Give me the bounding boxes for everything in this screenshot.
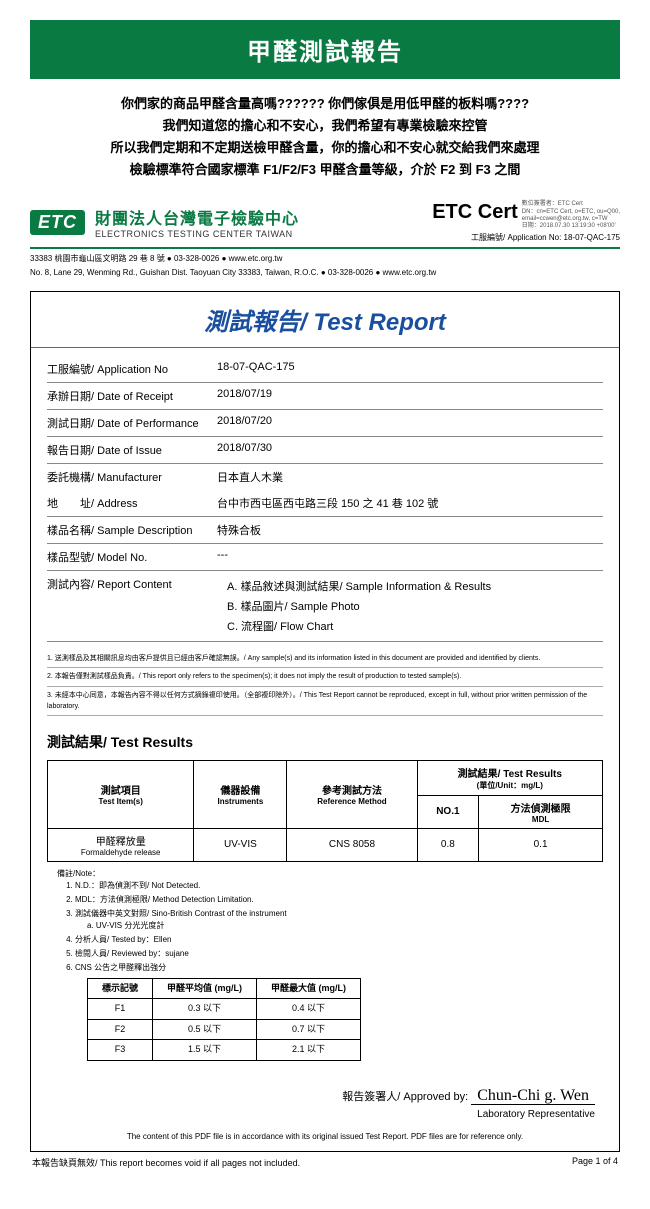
- meta-val: 台中市西屯區西屯路三段 150 之 41 巷 102 號: [217, 495, 603, 511]
- std-td: 0.4 以下: [257, 999, 361, 1020]
- std-th: 甲醛平均值 (mg/L): [153, 978, 257, 999]
- rc-item: A. 樣品敘述與測試結果/ Sample Information & Resul…: [227, 576, 603, 596]
- std-th: 標示記號: [88, 978, 153, 999]
- meta-key: 測試內容/ Report Content: [47, 576, 217, 636]
- footer-left: 本報告缺頁無效/ This report becomes void if all…: [32, 1156, 300, 1169]
- footer-right: Page 1 of 4: [572, 1156, 618, 1169]
- rc-item: B. 樣品圖片/ Sample Photo: [227, 596, 603, 616]
- td: 0.1: [479, 828, 603, 861]
- cert-meta: 日期：2018.07.30 13:19:30 +08'00': [522, 223, 620, 230]
- etc-logo: ETC: [30, 210, 85, 235]
- intro-line: 你們家的商品甲醛含量高嗎?????? 你們傢俱是用低甲醛的板料嗎????: [30, 93, 620, 115]
- intro-line: 所以我們定期和不定期送檢甲醛含量，你的擔心和不安心就交給我們來處理: [30, 137, 620, 159]
- meta-val: ---: [217, 549, 603, 565]
- th: 測試項目: [101, 786, 141, 797]
- meta-val: 18-07-QAC-175: [217, 361, 603, 377]
- tnote: 檢閱人員/ Reviewed by：sujane: [75, 948, 603, 960]
- th: 參考測試方法: [322, 786, 382, 797]
- meta-val: 2018/07/20: [217, 415, 603, 431]
- tnote: 分析人員/ Tested by：Ellen: [75, 934, 603, 946]
- app-no-top: 工服編號/ Application No: 18-07-QAC-175: [432, 232, 620, 243]
- meta-key: 承辦日期/ Date of Receipt: [47, 388, 217, 404]
- tnote: MDL：方法偵測極限/ Method Detection Limitation.: [75, 894, 603, 906]
- meta-key: 樣品名稱/ Sample Description: [47, 522, 217, 538]
- th-unit: (單位/Unit：mg/L): [424, 780, 596, 791]
- lab-rep: Laboratory Representative: [31, 1109, 619, 1126]
- cert-meta: email=ccwen@etc.org.tw, c=TW: [522, 216, 620, 223]
- th-en: Test Item(s): [54, 797, 187, 806]
- td: CNS 8058: [287, 828, 417, 861]
- std-td: F3: [88, 1040, 153, 1061]
- tnote: N.D.：即為偵測不到/ Not Detected.: [75, 880, 603, 892]
- org-addr-2: No. 8, Lane 29, Wenming Rd., Guishan Dis…: [30, 268, 620, 277]
- tnote: 測試儀器中英文對照/ Sino-British Contrast of the …: [75, 908, 603, 932]
- org-header: ETC 財團法人台灣電子檢驗中心 ELECTRONICS TESTING CEN…: [30, 195, 620, 249]
- meta-val: 日本直人木業: [217, 469, 603, 485]
- report-title: 測試報告/ Test Report: [31, 292, 619, 348]
- meta-val: 2018/07/30: [217, 442, 603, 458]
- results-heading: 測試結果/ Test Results: [47, 732, 603, 752]
- std-td: 2.1 以下: [257, 1040, 361, 1061]
- signature: Chun-Chi g. Wen: [471, 1087, 595, 1105]
- td-en: Formaldehyde release: [54, 848, 187, 857]
- intro-line: 我們知道您的擔心和不安心，我們希望有專業檢驗來控管: [30, 115, 620, 137]
- org-name-zh: 財團法人台灣電子檢驗中心: [95, 205, 299, 229]
- td: 0.8: [417, 828, 479, 861]
- tnote: CNS 公告之甲醛釋出強分: [75, 962, 603, 974]
- banner-title: 甲醛測試報告: [30, 20, 620, 79]
- rc-item: C. 流程圖/ Flow Chart: [227, 616, 603, 636]
- report-note: 1. 送測樣品及其相關訊息均由客戶提供且已經由客戶確認無誤。/ Any samp…: [47, 650, 603, 668]
- th-mdl: 方法偵測極限: [511, 804, 571, 815]
- report-note: 3. 未經本中心同意，本報告內容不得以任何方式摘錄複印使用。（全部複印除外）。/…: [47, 687, 603, 716]
- cert-meta: DN：cn=ETC Cert, o=ETC, ou=Q00,: [522, 209, 620, 216]
- std-td: 1.5 以下: [153, 1040, 257, 1061]
- standard-table: 標示記號甲醛平均值 (mg/L)甲醛最大值 (mg/L) F10.3 以下0.4…: [87, 978, 361, 1061]
- meta-key: 樣品型號/ Model No.: [47, 549, 217, 565]
- intro-line: 檢驗標準符合國家標準 F1/F2/F3 甲醛含量等級，介於 F2 到 F3 之間: [30, 159, 620, 181]
- th: 儀器設備: [220, 786, 260, 797]
- th-en: Reference Method: [293, 797, 410, 806]
- td: 甲醛釋放量: [96, 837, 146, 848]
- meta-key: 地 址/ Address: [47, 495, 217, 511]
- meta-key: 測試日期/ Date of Performance: [47, 415, 217, 431]
- cert-title: ETC Cert: [432, 201, 518, 224]
- th-en: Instruments: [200, 797, 280, 806]
- th: 測試結果/ Test Results: [458, 769, 562, 780]
- th-mdl-en: MDL: [485, 815, 596, 824]
- intro-text: 你們家的商品甲醛含量高嗎?????? 你們傢俱是用低甲醛的板料嗎???? 我們知…: [30, 93, 620, 181]
- meta-val: 2018/07/19: [217, 388, 603, 404]
- std-td: F2: [88, 1019, 153, 1040]
- std-td: 0.5 以下: [153, 1019, 257, 1040]
- results-table: 測試項目Test Item(s) 儀器設備Instruments 參考測試方法R…: [47, 760, 603, 862]
- std-td: 0.7 以下: [257, 1019, 361, 1040]
- td: UV-VIS: [194, 828, 287, 861]
- meta-key: 報告日期/ Date of Issue: [47, 442, 217, 458]
- meta-key: 工服編號/ Application No: [47, 361, 217, 377]
- cert-meta: 數位簽署者：ETC Cert: [522, 201, 620, 208]
- org-addr-1: 33383 桃園市龜山區文明路 29 巷 8 號 ● 03-328-0026 ●…: [30, 253, 620, 264]
- approve-label: 報告簽署人/ Approved by:: [342, 1091, 468, 1103]
- std-th: 甲醛最大值 (mg/L): [257, 978, 361, 999]
- th-no1: NO.1: [417, 795, 479, 828]
- meta-val: 特殊合板: [217, 522, 603, 538]
- report-doc: 測試報告/ Test Report 工服編號/ Application No18…: [30, 291, 620, 1152]
- tnote-sub: a. UV-VIS 分光光度計: [75, 921, 164, 930]
- report-note: 2. 本報告僅對測試樣品負責。/ This report only refers…: [47, 668, 603, 686]
- org-name-en: ELECTRONICS TESTING CENTER TAIWAN: [95, 229, 299, 239]
- meta-key: 委託機構/ Manufacturer: [47, 469, 217, 485]
- std-td: F1: [88, 999, 153, 1020]
- tnote-label: 備註/Note：: [57, 868, 603, 880]
- pdf-note: The content of this PDF file is in accor…: [31, 1126, 619, 1151]
- std-td: 0.3 以下: [153, 999, 257, 1020]
